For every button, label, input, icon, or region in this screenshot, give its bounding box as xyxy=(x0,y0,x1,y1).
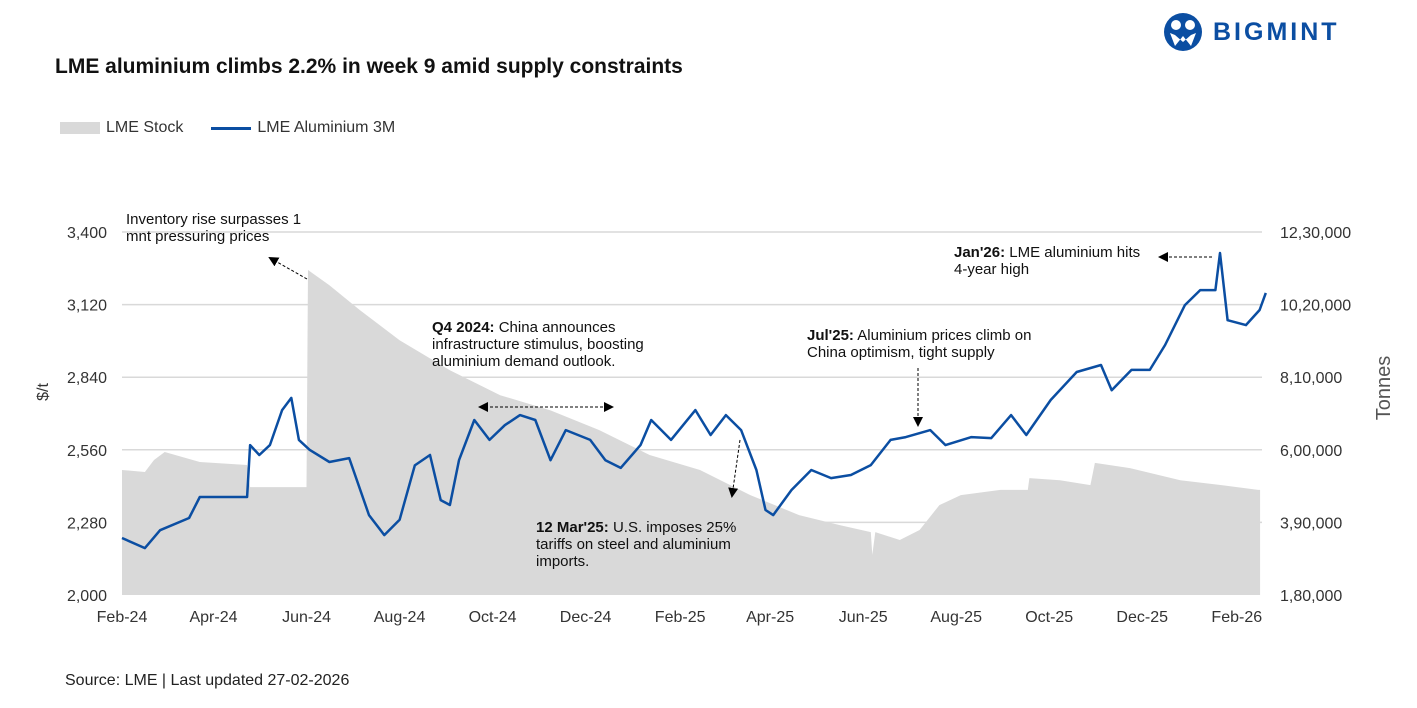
y-left-tick-label: 2,280 xyxy=(67,515,107,532)
x-tick-label: Aug-24 xyxy=(374,609,426,626)
y-left-tick-label: 3,400 xyxy=(67,225,107,242)
annotation-arrow-mar25 xyxy=(728,439,741,498)
y-left-tick-label: 2,000 xyxy=(67,588,107,605)
y-right-tick-label: 8,10,000 xyxy=(1280,370,1342,387)
brand-name: BIGMINT xyxy=(1213,17,1340,46)
annotation-q4-2024: Q4 2024: China announces infrastructure … xyxy=(432,319,682,370)
x-tick-label: Feb-24 xyxy=(97,609,148,626)
people-logo-icon xyxy=(1164,13,1202,51)
annotation-jan26: Jan'26: LME aluminium hits 4-year high xyxy=(954,244,1149,278)
x-tick-label: Aug-25 xyxy=(930,609,982,626)
y-right-tick-label: 1,80,000 xyxy=(1280,588,1342,605)
x-tick-label: Feb-25 xyxy=(655,609,706,626)
legend-label-stock: LME Stock xyxy=(106,119,184,136)
x-tick-label: Apr-25 xyxy=(746,609,794,626)
y-left-tick-label: 2,560 xyxy=(67,443,107,460)
annotation-arrow-inventory xyxy=(268,257,308,280)
y-left-tick-label: 2,840 xyxy=(67,370,107,387)
annotation-text: Aluminium prices climb on China optimism… xyxy=(807,327,1032,361)
y-right-tick-label: 6,00,000 xyxy=(1280,443,1342,460)
y-left-tick-label: 3,120 xyxy=(67,298,107,315)
x-tick-label: Jun-24 xyxy=(282,609,331,626)
legend-swatch-stock xyxy=(60,122,100,134)
y-right-axis-label: Tonnes xyxy=(1373,356,1395,421)
annotation-bold: Jul'25: xyxy=(807,327,854,344)
source-note: Source: LME | Last updated 27-02-2026 xyxy=(65,672,350,689)
x-tick-label: Dec-24 xyxy=(560,609,612,626)
annotation-bold: 12 Mar'25: xyxy=(536,519,609,536)
x-tick-label: Dec-25 xyxy=(1116,609,1168,626)
annotation-text: LME aluminium hits 4-year high xyxy=(954,244,1141,278)
x-tick-label: Feb-26 xyxy=(1211,609,1262,626)
y-left-axis-label: $/t xyxy=(35,383,52,401)
annotation-jul25: Jul'25: Aluminium prices climb on China … xyxy=(807,327,1067,361)
annotation-bold: Jan'26: xyxy=(954,244,1006,261)
x-tick-label: Oct-25 xyxy=(1025,609,1073,626)
y-right-tick-label: 12,30,000 xyxy=(1280,225,1351,242)
y-right-tick-label: 10,20,000 xyxy=(1280,298,1351,315)
bigmint-logo: BIGMINT xyxy=(1163,12,1340,52)
stock-area xyxy=(122,270,1261,595)
chart-title: LME aluminium climbs 2.2% in week 9 amid… xyxy=(55,55,683,78)
price-line xyxy=(121,251,1267,550)
x-tick-label: Oct-24 xyxy=(469,609,517,626)
legend-swatch-price xyxy=(211,126,252,130)
legend-label-price: LME Aluminium 3M xyxy=(257,119,396,136)
x-tick-label: Apr-24 xyxy=(189,609,237,626)
annotation-inventory: Inventory rise surpasses 1 mnt pressurin… xyxy=(126,211,302,245)
annotation-bold: Q4 2024: xyxy=(432,319,495,336)
annotation-text: U.S. imposes 25% tariffs on steel and al… xyxy=(536,519,737,570)
y-right-tick-label: 3,90,000 xyxy=(1280,515,1342,532)
legend: LME Stock LME Aluminium 3M xyxy=(60,119,395,137)
x-tick-label: Jun-25 xyxy=(839,609,888,626)
annotation-mar25: 12 Mar'25: U.S. imposes 25% tariffs on s… xyxy=(536,519,771,570)
annotation-text: China announces infrastructure stimulus,… xyxy=(432,319,644,370)
